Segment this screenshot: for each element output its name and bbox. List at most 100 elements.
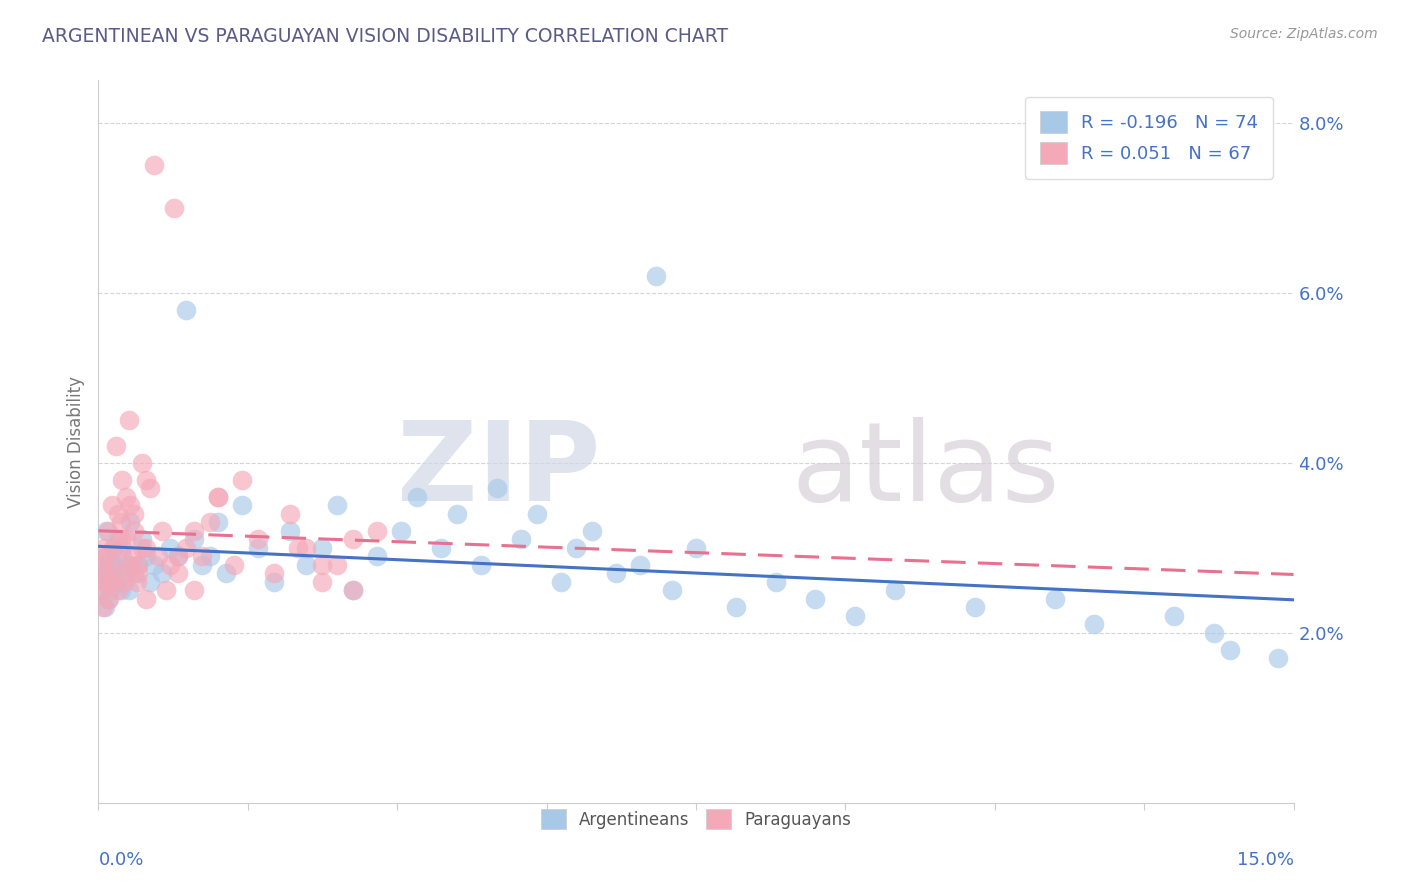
Point (93, 566, 115, 581)
Point (139, 481, 162, 495)
Point (159, 541, 181, 555)
Point (1202, 625, 1225, 640)
Point (565, 541, 588, 555)
Point (183, 583, 205, 598)
Point (661, 583, 683, 598)
Point (101, 541, 124, 555)
Point (294, 558, 316, 572)
Point (143, 558, 166, 572)
Point (107, 583, 129, 598)
Point (111, 473, 134, 487)
Point (246, 541, 269, 555)
Text: 15.0%: 15.0% (1236, 851, 1294, 870)
Point (430, 541, 453, 555)
Point (93, 541, 115, 555)
Text: 0.0%: 0.0% (98, 851, 143, 870)
Point (111, 541, 134, 555)
Point (127, 566, 149, 581)
Point (311, 541, 333, 555)
Point (101, 566, 124, 581)
Point (124, 524, 146, 538)
Point (645, 268, 668, 283)
Point (150, 524, 173, 538)
Point (98, 583, 122, 598)
Point (167, 566, 190, 581)
Point (124, 566, 146, 581)
Point (550, 574, 572, 589)
Point (125, 574, 148, 589)
Point (470, 558, 492, 572)
Point (120, 498, 142, 512)
Y-axis label: Vision Disability: Vision Disability (66, 376, 84, 508)
Point (191, 549, 214, 564)
Point (311, 558, 333, 572)
Point (155, 583, 177, 598)
Point (1043, 591, 1066, 606)
Point (94, 574, 117, 589)
Point (96, 566, 118, 581)
Point (1163, 608, 1185, 623)
Point (263, 574, 285, 589)
Point (115, 558, 138, 572)
Point (127, 558, 149, 572)
Point (207, 490, 229, 504)
Point (91, 600, 114, 615)
Point (406, 490, 429, 504)
Point (94, 600, 117, 615)
Point (326, 558, 349, 572)
Point (135, 541, 157, 555)
Point (94, 549, 117, 564)
Point (91, 583, 114, 598)
Point (120, 558, 142, 572)
Point (131, 456, 153, 470)
Point (278, 507, 301, 521)
Point (628, 558, 651, 572)
Point (131, 541, 153, 555)
Point (207, 516, 229, 530)
Point (103, 541, 125, 555)
Point (311, 574, 333, 589)
Point (115, 490, 138, 504)
Point (118, 413, 141, 427)
Point (135, 549, 157, 564)
Point (104, 574, 127, 589)
Point (101, 558, 124, 572)
Point (135, 473, 157, 487)
Point (103, 558, 125, 572)
Point (97, 591, 120, 606)
Point (118, 583, 141, 598)
Point (120, 516, 142, 530)
Point (724, 600, 747, 615)
Point (101, 498, 124, 512)
Point (246, 533, 269, 547)
Point (112, 566, 135, 581)
Point (159, 558, 181, 572)
Point (581, 524, 603, 538)
Point (326, 498, 349, 512)
Point (112, 574, 135, 589)
Point (231, 473, 253, 487)
Point (605, 566, 627, 581)
Point (112, 566, 135, 581)
Point (110, 533, 132, 547)
Point (1219, 642, 1241, 657)
Point (131, 533, 153, 547)
Point (94, 574, 117, 589)
Point (342, 533, 364, 547)
Point (804, 591, 827, 606)
Point (342, 583, 364, 598)
Point (107, 533, 129, 547)
Point (685, 541, 707, 555)
Point (97, 558, 120, 572)
Point (485, 481, 508, 495)
Point (91, 558, 114, 572)
Point (207, 490, 229, 504)
Point (167, 549, 190, 564)
Point (198, 516, 221, 530)
Point (97, 591, 120, 606)
Point (110, 583, 132, 598)
Point (111, 549, 134, 564)
Point (135, 591, 157, 606)
Point (167, 549, 190, 564)
Text: Source: ZipAtlas.com: Source: ZipAtlas.com (1230, 27, 1378, 41)
